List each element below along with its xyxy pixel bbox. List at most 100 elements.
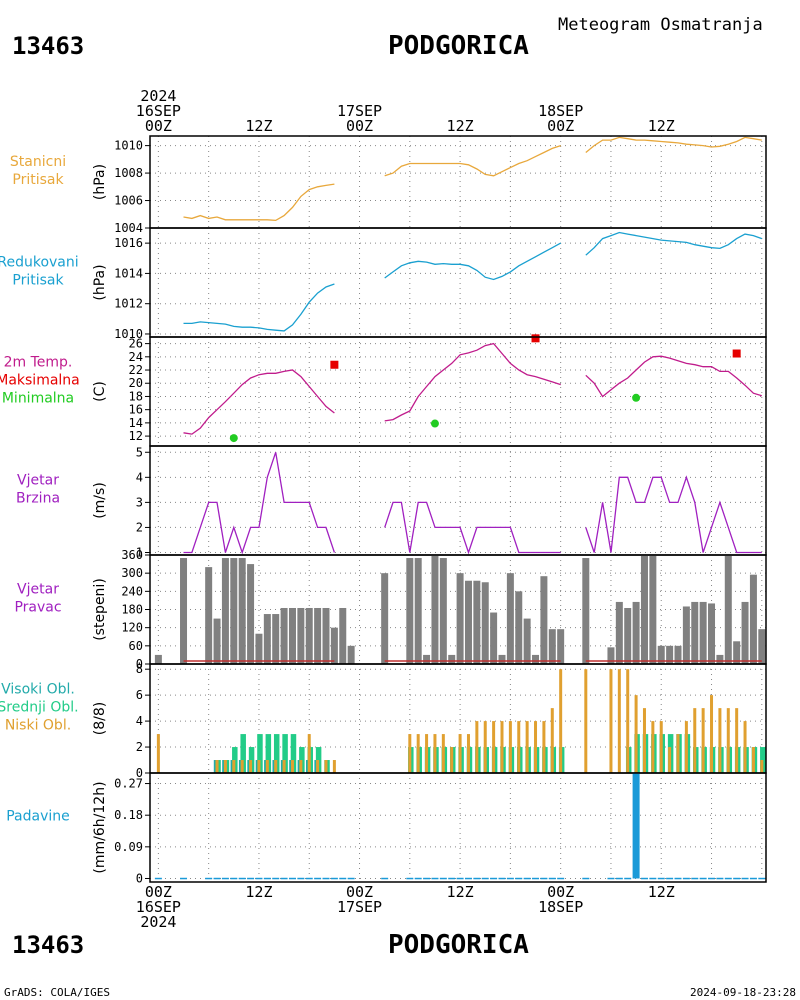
precip-bar [272,877,280,880]
station-pressure-title-line: Stanicni [10,154,66,170]
cloud-bar-low [634,695,638,773]
top-time-axis-label: 2024 [140,87,176,105]
top-time-axis-label: 00Z [145,117,172,135]
wind-direction-bar [540,576,548,664]
cloud-bar-low [617,669,621,773]
top-time-axis-label: 00Z [547,117,574,135]
reduced-pressure-frame [149,227,767,338]
cloud-bar-low [324,760,328,773]
cloud-bar-low [508,721,512,773]
cloud-bar-high [305,760,309,773]
wind-direction-bar [682,606,690,664]
cloud-bar-low [483,721,487,773]
cloud-bar-low [659,721,663,773]
wind-direction-title-line: Vjetar [17,582,59,598]
precip-bar [532,877,540,880]
precip-bar [481,877,489,880]
cloud-bar-high [213,760,217,773]
wind-speed-panel: 1 2 3 4 5 Vjetar Brzina (m/s) [16,445,767,559]
cloud-bar-high [272,760,275,773]
precip-bar [749,877,757,880]
wind-direction-bar [481,582,489,664]
station-pressure-ylabel: (hPa) [92,164,108,200]
clouds-panel: 0 2 4 6 8 Visoki Obl. Srednji Obl. Niski Obl. (8… [0,662,767,780]
wind-direction-bar [523,618,531,664]
precip-bar [557,877,565,880]
wind-direction-bar [724,555,732,664]
wind-direction-ytick-label: 180 [121,603,143,617]
wind-direction-bar [699,601,707,664]
precip-bar [473,877,481,880]
cloud-bar-high [238,760,242,773]
wind-direction-bar [347,645,355,664]
cloud-bar-high [314,760,317,773]
cloud-bar-low [751,747,755,773]
station-pressure-ytick-label: 1006 [114,194,143,208]
cloud-bar-low [517,721,521,773]
wind-direction-ytick-label: 240 [121,584,143,598]
wind-direction-bar [221,558,229,664]
precip-bar [431,877,439,880]
cloud-bar-low [240,760,244,773]
station-pressure-line [585,136,762,154]
wind-direction-title-line: Pravac [14,600,61,616]
cloud-bar-high [289,760,292,773]
wind-direction-bar [272,614,280,664]
wind-direction-bar [649,555,657,664]
wind-speed-title-line: Brzina [16,491,60,507]
cloud-bar-low [559,669,563,773]
wind-direction-bar [263,614,271,664]
reduced-pressure-title-line: Pritisak [12,273,64,289]
cloud-bar-low [223,760,227,773]
precip-bar [716,877,724,880]
wind-direction-bar [490,612,498,664]
wind-direction-bar [733,641,741,664]
wind-direction-bar [322,607,330,664]
wind-speed-ytick-label: 3 [136,495,143,509]
wind-direction-bar [691,601,699,664]
wind-speed-ytick-label: 1 [136,545,143,559]
clouds-ylabel: (8/8) [92,702,108,735]
reduced-pressure-panel: 1010 1012 1014 1016 Redukovani Pritisak (hPa) [0,227,767,341]
temperature-title-line: Minimalna [2,391,74,407]
precip-bar [666,877,674,880]
cloud-bar-low [525,721,529,773]
cloud-bar-low [642,708,646,773]
wind-speed-ylabel: (m/s) [92,482,108,519]
precip-bar [607,877,615,880]
precip-bar [506,877,514,880]
top-time-axis-label: 12Z [648,117,675,135]
cloud-bar-mid [257,734,263,773]
top-time-axis-label: 18SEP [538,102,583,120]
station-pressure-ytick-label: 1004 [114,221,143,235]
top-time-axis-label: 12Z [245,117,272,135]
wind-direction-bar [716,654,724,664]
precip-bar [205,877,213,880]
precip-bar [180,877,188,880]
temperature-title-line: Maksimalna [0,373,80,389]
wind-direction-bar [557,629,565,664]
cloud-bar-low [232,760,236,773]
wind-speed-line [384,501,561,555]
wind-direction-ytick-label: 300 [121,566,143,580]
precip-bar [490,877,498,880]
reduced-pressure-ytick-label: 1010 [114,327,143,341]
precip-bar [582,877,590,880]
precip-bar [674,877,682,880]
precipitation-ylabel: (mm/6h/12h) [92,781,108,873]
wind-direction-bar [330,627,338,664]
wind-direction-bar [582,558,590,664]
bottom-time-axis-label: 12Z [447,883,474,901]
precip-bar [540,877,548,880]
cloud-bar-low [760,760,764,773]
temperature-line [183,369,335,435]
wind-direction-panel: 0 60 120 180 240 300 360 Vjetar Pravac (stepeni) [14,548,767,671]
cloud-bar-low [626,669,630,773]
wind-direction-bar [305,607,313,664]
cloud-bar-low [215,760,219,773]
cloud-bar-low [735,708,739,773]
reduced-pressure-line [183,283,335,332]
precip-bar [640,877,648,880]
